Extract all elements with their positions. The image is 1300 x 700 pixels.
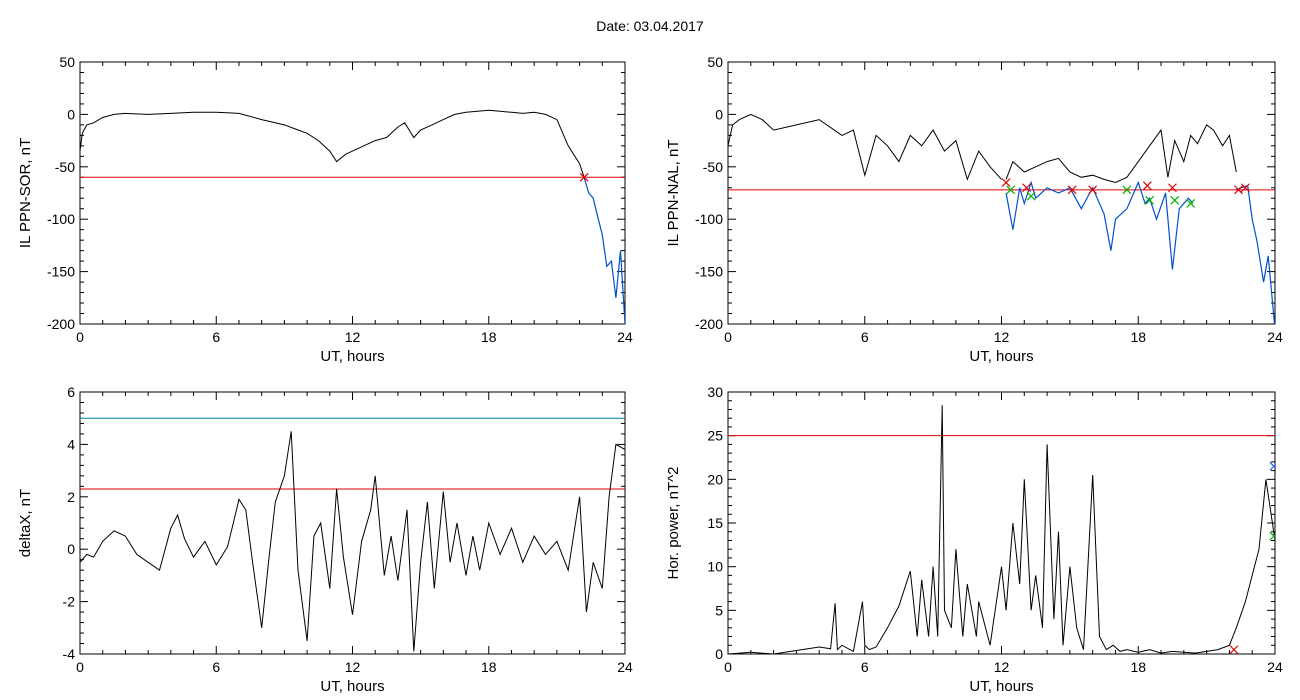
- x-tick-label: 24: [1267, 659, 1283, 675]
- marker-red: [579, 172, 589, 182]
- plot-area: [80, 417, 625, 652]
- y-tick-label: 0: [67, 541, 75, 557]
- y-tick-label: -50: [55, 159, 75, 175]
- marker-red: [1001, 178, 1011, 187]
- x-tick-label: 24: [617, 329, 633, 345]
- plot-frame: [79, 61, 626, 325]
- marker-green: [1170, 195, 1180, 205]
- x-tick-label: 12: [345, 329, 361, 345]
- marker-green: [1026, 191, 1036, 201]
- y-tick-label: -2: [63, 594, 76, 610]
- x-tick-label: 0: [724, 659, 732, 675]
- marker-blue: [1269, 461, 1275, 471]
- y-tick-label: 0: [715, 106, 723, 122]
- series-line: [728, 113, 1002, 181]
- storm-line: [1005, 180, 1194, 270]
- x-tick-label: 12: [994, 659, 1010, 675]
- storm-line-end: [1236, 184, 1275, 324]
- x-axis-label: UT, hours: [320, 678, 384, 695]
- y-tick-label: 15: [707, 515, 723, 531]
- marker-red: [1240, 183, 1250, 193]
- series-line: [728, 405, 1275, 654]
- page-title: Date: 03.04.2017: [596, 18, 704, 34]
- marker-green: [1006, 185, 1016, 195]
- marker-green: [1186, 199, 1196, 208]
- x-tick-label: 18: [1130, 659, 1146, 675]
- marker-red: [1088, 185, 1098, 195]
- y-tick-label: -200: [47, 316, 75, 332]
- x-tick-label: 18: [1130, 329, 1146, 345]
- x-tick-label: 12: [994, 329, 1010, 345]
- marker-green: [1145, 195, 1155, 205]
- y-axis-label: IL PPN-SOR, nT: [17, 138, 34, 248]
- marker-red: [1142, 181, 1152, 191]
- plot-area: [80, 109, 625, 324]
- marker-red: [1234, 185, 1243, 195]
- panel-hor-power: 0 6 12 18 24 0 5 10 15 20 25 30 UT, hours Hor. power,…: [665, 384, 1283, 695]
- x-tick-label: 0: [76, 659, 84, 675]
- y-tick-label: 20: [707, 471, 723, 487]
- y-tick-label: 5: [715, 602, 723, 618]
- series-line: [80, 431, 625, 652]
- marker-red: [1022, 183, 1031, 193]
- y-tick-label: 0: [67, 106, 75, 122]
- x-tick-label: 0: [724, 329, 732, 345]
- storm-line: [583, 177, 625, 324]
- y-tick-label: 4: [67, 436, 75, 452]
- y-tick-label: 50: [59, 54, 75, 70]
- y-tick-label: 2: [67, 489, 75, 505]
- x-axis-label: UT, hours: [320, 348, 384, 365]
- y-tick-label: 0: [715, 646, 723, 662]
- x-tick-label: 24: [1267, 329, 1283, 345]
- marker-red: [1067, 185, 1077, 195]
- series-line: [80, 109, 585, 178]
- y-tick-label: 50: [707, 54, 723, 70]
- y-tick-label: -200: [695, 316, 723, 332]
- x-tick-label: 0: [76, 329, 84, 345]
- plot-frame: [727, 391, 1276, 655]
- y-tick-label: -150: [47, 264, 75, 280]
- y-tick-label: -100: [47, 211, 75, 227]
- y-axis-label: deltaX, nT: [17, 489, 34, 557]
- series-line-upper: [1005, 124, 1237, 184]
- x-tick-label: 18: [481, 659, 497, 675]
- y-tick-label: -100: [695, 211, 723, 227]
- plot-frame: [727, 61, 1276, 325]
- marker-green: [1122, 185, 1132, 195]
- x-axis-label: UT, hours: [969, 348, 1033, 365]
- x-tick-label: 6: [212, 659, 220, 675]
- plot-area: [728, 405, 1275, 654]
- y-tick-label: 30: [707, 384, 723, 400]
- y-tick-label: 6: [67, 384, 75, 400]
- x-axis-label: UT, hours: [969, 678, 1033, 695]
- y-tick-label: 25: [707, 428, 723, 444]
- y-tick-label: -150: [695, 264, 723, 280]
- x-tick-label: 18: [481, 329, 497, 345]
- panel-il-ppn-nal: 0 6 12 18 24 -200 -150 -100 -50 0 50 UT, hours IL PP…: [665, 54, 1283, 365]
- x-tick-label: 6: [861, 659, 869, 675]
- x-tick-label: 6: [861, 329, 869, 345]
- marker-red: [1168, 183, 1177, 193]
- marker-green: [1269, 531, 1275, 541]
- y-axis-label: IL PPN-NAL, nT: [665, 140, 682, 247]
- x-tick-label: 12: [345, 659, 361, 675]
- plot-area: [728, 113, 1275, 324]
- y-tick-label: 10: [707, 559, 723, 575]
- panel-il-ppn-sor: 0 6 12 18 24 -200 -150 -100 -50 0 50 UT, hours IL PP…: [17, 54, 633, 365]
- y-axis-label: Hor. power, nT^2: [665, 467, 682, 580]
- x-tick-label: 24: [617, 659, 633, 675]
- y-tick-label: -50: [703, 159, 723, 175]
- marker-red: [1229, 645, 1239, 654]
- x-tick-label: 6: [212, 329, 220, 345]
- y-tick-label: -4: [63, 646, 76, 662]
